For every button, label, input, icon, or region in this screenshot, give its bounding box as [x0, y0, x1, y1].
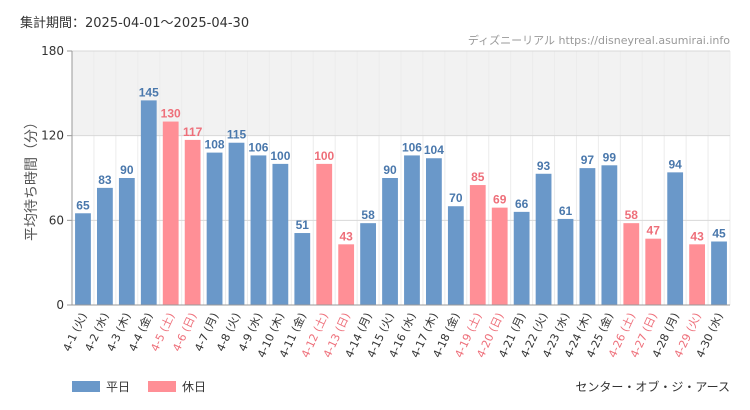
bar-value-label: 70: [449, 191, 463, 205]
bar-value-label: 99: [603, 150, 617, 164]
bar: [447, 206, 464, 305]
bar: [206, 152, 223, 305]
legend-item-weekday: 平日: [72, 378, 130, 395]
bar-value-label: 117: [183, 125, 203, 139]
bar-value-label: 104: [424, 143, 444, 157]
bar: [382, 178, 398, 305]
bar: [97, 187, 113, 305]
bar-value-label: 58: [625, 208, 639, 222]
bar: [689, 244, 705, 305]
bar: [338, 244, 355, 305]
y-tick-label: 180: [41, 44, 64, 58]
legend-swatch-holiday: [148, 381, 177, 392]
bar-value-label: 106: [248, 140, 268, 154]
bar: [667, 172, 684, 305]
bar: [711, 241, 727, 305]
bar-value-label: 58: [361, 208, 375, 222]
bar-value-label: 47: [647, 224, 661, 238]
bar: [272, 163, 289, 305]
attraction-name: センター・オブ・ジ・アース: [575, 380, 730, 394]
bar: [404, 155, 420, 305]
legend: 平日 休日: [72, 378, 206, 395]
bar: [294, 233, 311, 305]
bar-value-label: 83: [98, 173, 112, 187]
period-label: 集計期間：2025-04-01〜2025-04-30: [20, 16, 250, 31]
bar: [535, 173, 552, 305]
bar-value-label: 65: [76, 198, 90, 212]
y-tick-label: 0: [56, 298, 64, 312]
bar: [601, 165, 618, 305]
bar: [557, 218, 574, 305]
bar-value-label: 115: [227, 128, 247, 142]
bar: [316, 163, 333, 305]
bar: [579, 168, 596, 305]
bar-value-label: 90: [383, 163, 397, 177]
bar: [250, 155, 267, 305]
bar-value-label: 108: [205, 138, 225, 152]
bar: [184, 139, 201, 305]
legend-label-holiday: 休日: [182, 380, 207, 394]
bar: [426, 158, 442, 305]
bar-value-label: 100: [314, 149, 334, 163]
site-label: ディズニーリアル https://disneyreal.asumirai.inf…: [467, 34, 730, 47]
bar-value-label: 106: [402, 140, 422, 154]
bar-value-label: 145: [139, 85, 159, 99]
bar: [162, 121, 179, 305]
y-axis-title: 平均待ち時間（分）: [24, 115, 40, 241]
bar-value-label: 100: [270, 149, 290, 163]
bar-value-label: 69: [493, 193, 507, 207]
legend-label-weekday: 平日: [106, 380, 131, 394]
bar: [513, 211, 530, 305]
bar-value-label: 94: [668, 157, 682, 171]
bar-value-label: 61: [559, 204, 573, 218]
bar: [140, 100, 157, 305]
bar-value-label: 43: [339, 229, 353, 243]
legend-item-holiday: 休日: [148, 378, 206, 395]
bar: [469, 185, 486, 305]
bar-value-label: 90: [120, 163, 134, 177]
bar: [645, 238, 662, 305]
bar-value-label: 130: [161, 107, 181, 121]
bar: [491, 207, 508, 305]
y-tick-label: 60: [49, 213, 64, 227]
bar-value-label: 93: [537, 159, 551, 173]
bar: [118, 178, 135, 305]
bar-value-label: 51: [296, 218, 310, 232]
bar-value-label: 45: [712, 227, 726, 241]
bar-value-label: 85: [471, 170, 485, 184]
bar: [623, 223, 640, 305]
bar: [228, 142, 245, 305]
bar-value-label: 66: [515, 197, 529, 211]
legend-swatch-weekday: [72, 381, 100, 392]
bar: [360, 223, 376, 305]
bar: [75, 213, 91, 305]
y-tick-label: 120: [41, 129, 64, 143]
bar-value-label: 43: [690, 229, 704, 243]
bar-value-label: 97: [581, 153, 595, 167]
